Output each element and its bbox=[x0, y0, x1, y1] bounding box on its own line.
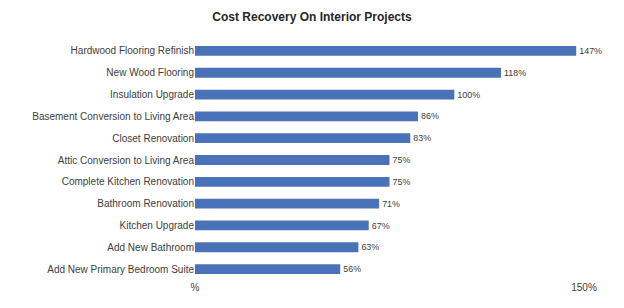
svg-text:100%: 100% bbox=[457, 90, 480, 100]
svg-text:75%: 75% bbox=[393, 155, 411, 165]
svg-text:Bathroom Renovation: Bathroom Renovation bbox=[97, 198, 194, 209]
svg-text:56%: 56% bbox=[343, 264, 361, 274]
svg-text:Add New Primary Bedroom Suite: Add New Primary Bedroom Suite bbox=[47, 264, 194, 275]
svg-text:147%: 147% bbox=[579, 46, 602, 56]
svg-text:67%: 67% bbox=[372, 221, 390, 231]
svg-text:71%: 71% bbox=[382, 199, 400, 209]
svg-text:118%: 118% bbox=[504, 68, 526, 78]
svg-text:Closet Renovation: Closet Renovation bbox=[112, 133, 194, 144]
svg-text:New Wood Flooring: New Wood Flooring bbox=[106, 67, 194, 78]
svg-text:63%: 63% bbox=[361, 242, 379, 252]
svg-text:150%: 150% bbox=[571, 282, 597, 293]
svg-text:86%: 86% bbox=[421, 111, 439, 121]
svg-text:Attic Conversion to Living Are: Attic Conversion to Living Area bbox=[58, 155, 195, 166]
svg-text:Hardwood Flooring Refinish: Hardwood Flooring Refinish bbox=[71, 45, 194, 56]
svg-text:Cost Recovery On Interior Proj: Cost Recovery On Interior Projects bbox=[212, 10, 412, 24]
svg-text:%: % bbox=[191, 282, 200, 293]
svg-text:Insulation Upgrade: Insulation Upgrade bbox=[110, 89, 194, 100]
svg-text:Complete Kitchen Renovation: Complete Kitchen Renovation bbox=[62, 176, 194, 187]
svg-text:Add New Bathroom: Add New Bathroom bbox=[107, 242, 194, 253]
svg-text:75%: 75% bbox=[393, 177, 411, 187]
svg-text:Basement Conversion to Living: Basement Conversion to Living Area bbox=[32, 111, 194, 122]
svg-text:Kitchen Upgrade: Kitchen Upgrade bbox=[120, 220, 195, 231]
svg-text:83%: 83% bbox=[413, 133, 431, 143]
